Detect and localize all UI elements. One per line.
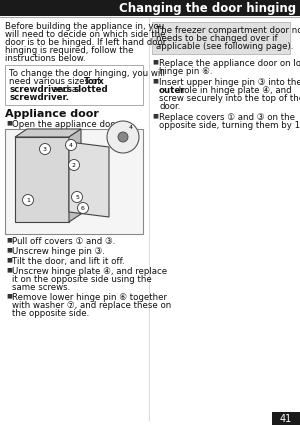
- Bar: [5, 129, 143, 234]
- Polygon shape: [15, 129, 81, 137]
- Text: screw securely into the top of the: screw securely into the top of the: [159, 94, 300, 103]
- Text: screwdrivers: screwdrivers: [9, 85, 72, 94]
- Circle shape: [77, 202, 88, 213]
- Text: and a: and a: [50, 85, 80, 94]
- Text: 4: 4: [129, 125, 133, 130]
- Bar: [15, 137, 69, 222]
- Text: hinge pin ⑥.: hinge pin ⑥.: [159, 67, 212, 76]
- Circle shape: [22, 195, 34, 206]
- Text: with washer ⑦, and replace these on: with washer ⑦, and replace these on: [12, 301, 171, 310]
- Text: needs to be changed over if: needs to be changed over if: [156, 34, 278, 43]
- Text: ■: ■: [152, 113, 158, 118]
- Text: need various sizes of: need various sizes of: [9, 77, 103, 86]
- Polygon shape: [69, 142, 109, 217]
- Text: 1: 1: [26, 198, 30, 202]
- Circle shape: [107, 121, 139, 153]
- Text: ■: ■: [6, 293, 12, 298]
- Text: ■: ■: [6, 257, 12, 262]
- Text: will need to decide on which side the: will need to decide on which side the: [5, 30, 166, 39]
- Text: Appliance door: Appliance door: [5, 109, 99, 119]
- Text: ■: ■: [6, 237, 12, 242]
- Text: 2: 2: [72, 162, 76, 167]
- Text: ■: ■: [6, 247, 12, 252]
- Text: Unscrew hinge pin ③.: Unscrew hinge pin ③.: [12, 247, 105, 256]
- Text: hinging is required, follow the: hinging is required, follow the: [5, 46, 134, 55]
- Text: Torx: Torx: [84, 77, 105, 86]
- Circle shape: [68, 159, 80, 170]
- Bar: [152, 22, 290, 54]
- Text: Pull off covers ① and ③.: Pull off covers ① and ③.: [12, 237, 116, 246]
- Text: 4: 4: [69, 142, 73, 147]
- Text: Changing the door hinging: Changing the door hinging: [119, 2, 296, 14]
- Text: Replace the appliance door on lower: Replace the appliance door on lower: [159, 59, 300, 68]
- Text: Replace covers ① and ③ on the: Replace covers ① and ③ on the: [159, 113, 295, 122]
- Text: door.: door.: [159, 102, 180, 111]
- Text: screwdriver.: screwdriver.: [9, 93, 69, 102]
- Circle shape: [65, 139, 76, 150]
- Bar: [0, 0, 300, 16]
- Text: 3: 3: [43, 147, 47, 151]
- Text: ■: ■: [152, 78, 158, 83]
- Text: opposite side, turning them by 180 °.: opposite side, turning them by 180 °.: [159, 121, 300, 130]
- Circle shape: [40, 144, 50, 155]
- Text: slotted: slotted: [74, 85, 108, 94]
- Text: 6: 6: [81, 206, 85, 210]
- Text: 5: 5: [75, 195, 79, 199]
- Text: Before building the appliance in, you: Before building the appliance in, you: [5, 22, 164, 31]
- Text: same screws.: same screws.: [12, 283, 70, 292]
- Text: 41: 41: [280, 414, 292, 423]
- Text: Insert upper hinge pin ③ into the: Insert upper hinge pin ③ into the: [159, 78, 300, 87]
- Text: The freezer compartment door now: The freezer compartment door now: [156, 26, 300, 35]
- Bar: [272, 412, 300, 425]
- Text: door is to be hinged. If left hand door: door is to be hinged. If left hand door: [5, 38, 166, 47]
- Text: Open the appliance door.: Open the appliance door.: [12, 120, 121, 129]
- Text: ■: ■: [6, 120, 12, 125]
- Text: ■: ■: [6, 267, 12, 272]
- Text: applicable (see following page).: applicable (see following page).: [156, 42, 293, 51]
- Text: instructions below.: instructions below.: [5, 54, 85, 63]
- Text: ■: ■: [152, 59, 158, 64]
- Bar: [5, 65, 143, 105]
- Text: Tilt the door, and lift it off.: Tilt the door, and lift it off.: [12, 257, 124, 266]
- Circle shape: [118, 132, 128, 142]
- Circle shape: [71, 192, 82, 202]
- Text: Unscrew hinge plate ④, and replace: Unscrew hinge plate ④, and replace: [12, 267, 167, 276]
- Text: To change the door hinging, you will: To change the door hinging, you will: [9, 69, 165, 78]
- Text: the opposite side.: the opposite side.: [12, 309, 89, 318]
- Polygon shape: [69, 129, 81, 222]
- Text: outer: outer: [159, 86, 186, 95]
- Text: Remove lower hinge pin ⑥ together: Remove lower hinge pin ⑥ together: [12, 293, 167, 302]
- Text: it on the opposite side using the: it on the opposite side using the: [12, 275, 152, 284]
- Text: hole in hinge plate ④, and: hole in hinge plate ④, and: [176, 86, 292, 95]
